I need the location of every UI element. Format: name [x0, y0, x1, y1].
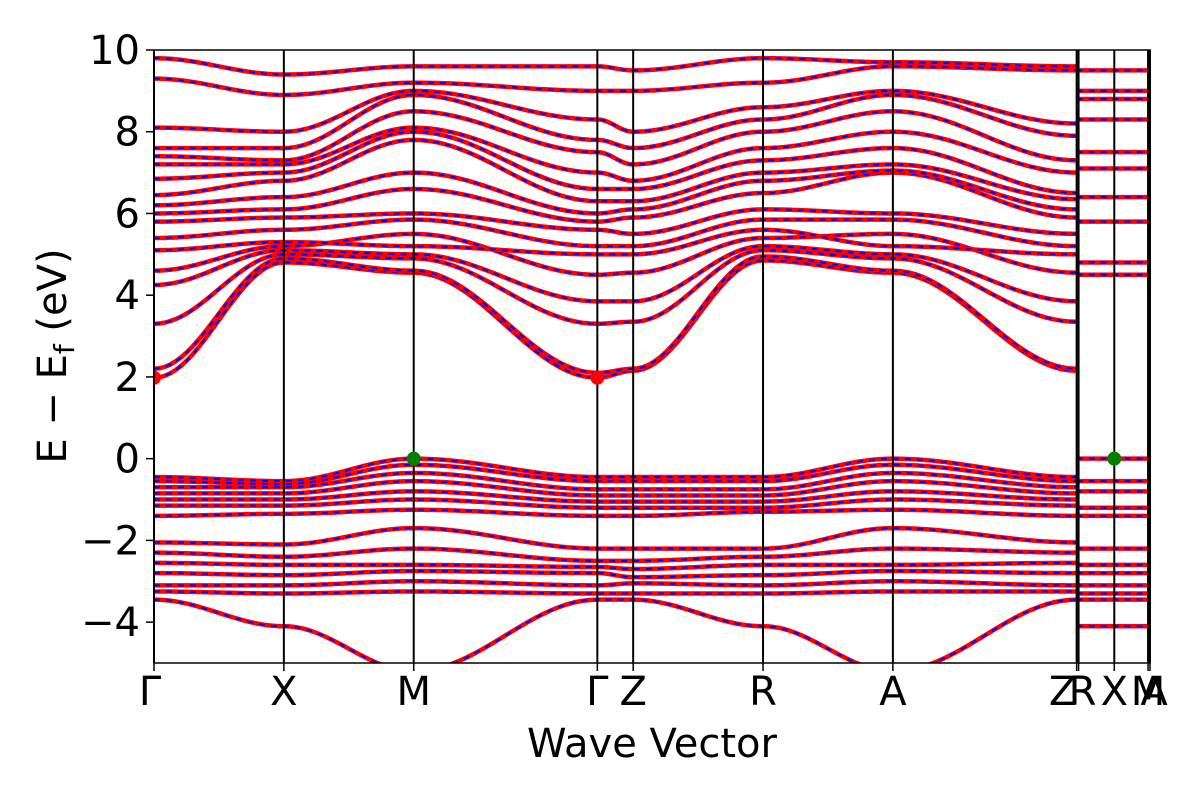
cbm-marker	[590, 370, 605, 385]
band-line-spin-down	[154, 93, 1077, 150]
band-line-spin-down	[154, 89, 1077, 133]
x-axis-label: Wave Vector	[527, 721, 778, 767]
y-axis-label-sub: f	[48, 343, 81, 354]
x-tick-label: R	[1069, 669, 1097, 715]
band-line-spin-down	[154, 138, 1077, 203]
vbm-marker	[406, 451, 421, 466]
x-tick-label: A	[879, 669, 907, 715]
y-axis-label: E − Ef (eV)	[30, 248, 81, 463]
vbm-marker	[1107, 451, 1122, 466]
x-tick-label: Z	[1049, 669, 1076, 715]
band-line-spin-down	[154, 228, 1077, 256]
x-tick-label: R	[749, 669, 777, 715]
band-line-spin-down	[154, 590, 1077, 595]
band-extrema-markers	[154, 370, 1122, 466]
y-axis-label-main: E − E	[30, 354, 76, 464]
band-line-spin-up	[154, 258, 1077, 381]
band-line-spin-up	[154, 456, 1077, 484]
band-line-spin-down	[154, 65, 1077, 96]
band-line-spin-down	[154, 457, 1077, 483]
x-tick-label: M	[396, 669, 431, 715]
band-line-spin-down	[154, 463, 1077, 486]
y-axis-ticks: −4 −2 0 2 4 6 8 10	[81, 28, 154, 646]
band-line-spin-down	[154, 570, 1077, 579]
band-line-spin-down	[154, 208, 1077, 235]
band-line-spin-up	[154, 525, 1077, 551]
y-tick-label: 4	[115, 273, 140, 319]
band-line-spin-up	[154, 55, 1077, 77]
y-tick-label: 2	[115, 355, 140, 401]
band-line-spin-down	[154, 498, 1077, 509]
y-tick-label: 0	[115, 437, 140, 483]
band-line-spin-down	[154, 508, 1077, 517]
band-line-spin-down	[154, 245, 1077, 303]
band-line-spin-down	[154, 218, 1077, 248]
x-tick-label: Γ	[586, 669, 609, 715]
y-axis-label-unit: (eV)	[30, 248, 76, 344]
band-line-spin-down	[154, 527, 1077, 550]
band-line-spin-down	[154, 259, 1077, 379]
band-line-spin-down	[154, 255, 1077, 374]
band-line-spin-down	[154, 249, 1077, 325]
band-line-spin-down	[154, 580, 1077, 587]
x-tick-label: Γ	[139, 669, 162, 715]
y-tick-label: 6	[115, 191, 140, 237]
x-tick-label: X	[1101, 669, 1128, 715]
x-tick-label: M	[1131, 669, 1166, 715]
x-axis-ticks: Γ X M Γ Z R A ZR X MA	[139, 663, 1168, 715]
band-line-spin-up	[154, 546, 1077, 564]
band-line-spin-down	[154, 232, 1077, 276]
band-lines	[154, 55, 1150, 663]
y-tick-label: −2	[81, 518, 140, 564]
band-line-spin-down	[154, 471, 1077, 491]
x-tick-label: Z	[619, 669, 646, 715]
x-tick-label: A	[1140, 669, 1168, 715]
band-line-spin-down	[154, 561, 1077, 571]
band-line-spin-up	[154, 109, 1077, 167]
band-line-spin-down	[154, 490, 1077, 503]
band-line-spin-up	[154, 129, 1077, 196]
band-line-spin-up	[154, 597, 1077, 663]
y-tick-label: 10	[89, 28, 140, 74]
band-line-spin-down	[154, 169, 1077, 215]
y-tick-label: 8	[115, 110, 140, 156]
plot-frame	[153, 49, 1151, 664]
x-tick-label: X	[270, 669, 297, 715]
band-line-spin-up	[154, 478, 1077, 498]
cbm-marker	[154, 370, 161, 385]
band-line-spin-up	[154, 170, 1077, 224]
band-line-spin-up	[154, 92, 1077, 151]
y-tick-label: −4	[81, 600, 140, 646]
band-line-spin-down	[154, 126, 1077, 182]
